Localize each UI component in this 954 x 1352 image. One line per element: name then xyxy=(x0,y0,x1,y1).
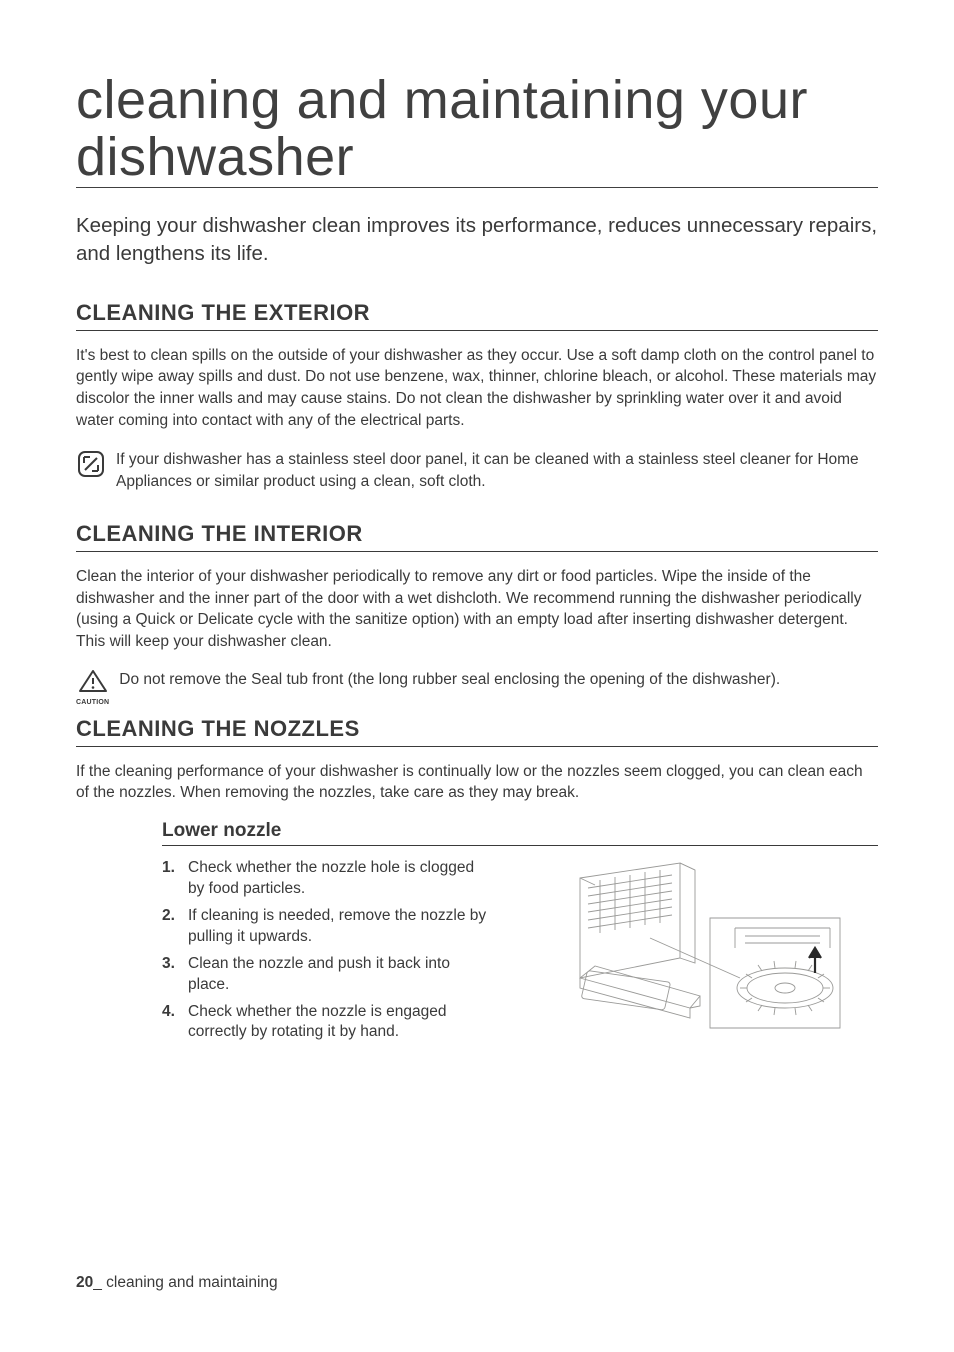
list-item: Clean the nozzle and push it back into p… xyxy=(162,954,492,996)
interior-caution-text: Do not remove the Seal tub front (the lo… xyxy=(119,669,780,691)
heading-exterior: CLEANING THE EXTERIOR xyxy=(76,300,878,331)
heading-lower-nozzle: Lower nozzle xyxy=(162,820,878,846)
exterior-body: It's best to clean spills on the outside… xyxy=(76,345,878,432)
list-item: Check whether the nozzle hole is clogged… xyxy=(162,858,492,900)
list-item: Check whether the nozzle is engaged corr… xyxy=(162,1002,492,1044)
note-icon xyxy=(76,449,106,479)
caution-icon xyxy=(78,669,108,698)
exterior-note: If your dishwasher has a stainless steel… xyxy=(76,449,878,492)
nozzles-body: If the cleaning performance of your dish… xyxy=(76,761,878,804)
caution-label: CAUTION xyxy=(76,699,109,706)
interior-caution: CAUTION Do not remove the Seal tub front… xyxy=(76,669,878,706)
page-number: 20 xyxy=(76,1274,93,1291)
footer-section: cleaning and maintaining xyxy=(102,1274,278,1291)
page-footer: 20_ cleaning and maintaining xyxy=(76,1274,278,1292)
list-item: If cleaning is needed, remove the nozzle… xyxy=(162,906,492,948)
exterior-note-text: If your dishwasher has a stainless steel… xyxy=(116,449,878,492)
lower-nozzle-steps: Check whether the nozzle hole is clogged… xyxy=(162,858,492,1043)
intro-paragraph: Keeping your dishwasher clean improves i… xyxy=(76,212,878,267)
heading-interior: CLEANING THE INTERIOR xyxy=(76,521,878,552)
heading-nozzles: CLEANING THE NOZZLES xyxy=(76,716,878,747)
page-title: cleaning and maintaining your dishwasher xyxy=(76,72,878,188)
dishwasher-diagram xyxy=(540,858,860,1063)
lower-nozzle-subsection: Lower nozzle Check whether the nozzle ho… xyxy=(162,820,878,1063)
footer-separator: _ xyxy=(93,1274,102,1291)
interior-body: Clean the interior of your dishwasher pe… xyxy=(76,566,878,653)
